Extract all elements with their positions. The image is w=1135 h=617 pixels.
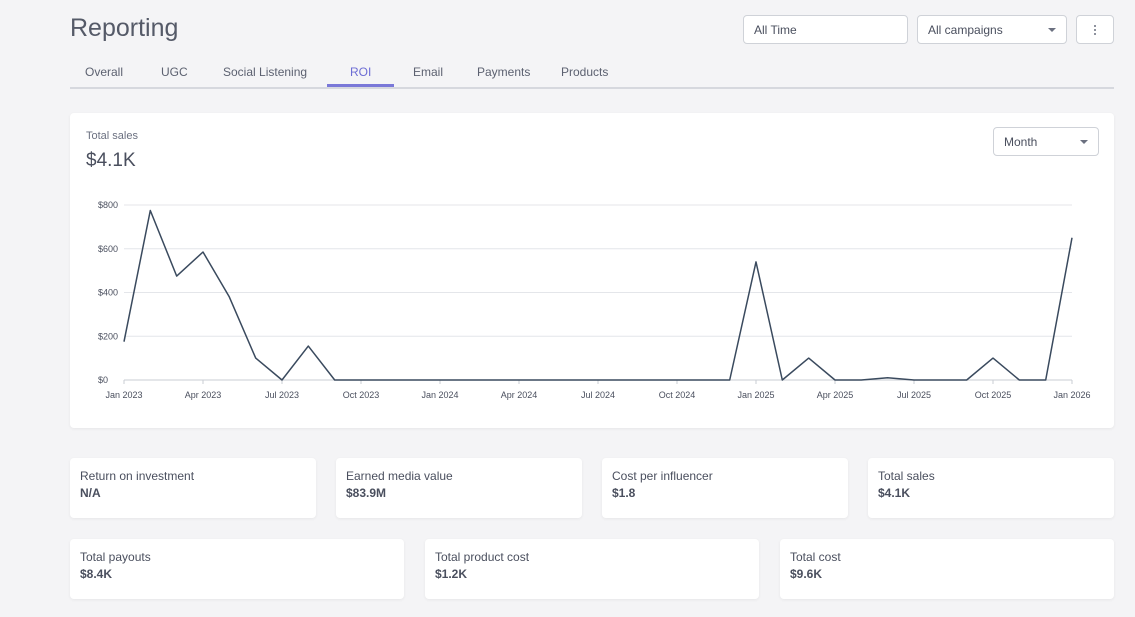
- metric-value: $1.2K: [435, 567, 468, 581]
- caret-down-icon: [1080, 139, 1088, 144]
- metric-value: $8.4K: [80, 567, 113, 581]
- y-tick-label: $400: [98, 288, 118, 298]
- metric-value: $1.8: [612, 486, 636, 500]
- caret-down-icon: [1048, 27, 1056, 32]
- tab-ugc[interactable]: UGC: [161, 65, 188, 79]
- tab-overall[interactable]: Overall: [85, 65, 124, 79]
- x-tick-label: Oct 2023: [343, 390, 380, 400]
- x-tick-label: Apr 2025: [817, 390, 854, 400]
- tab-social-listening[interactable]: Social Listening: [223, 65, 308, 79]
- campaign-filter-value: All campaigns: [928, 22, 1003, 37]
- x-tick-label: Jul 2024: [581, 390, 615, 400]
- tab-roi[interactable]: ROI: [350, 65, 372, 79]
- x-tick-label: Jan 2025: [737, 390, 774, 400]
- metric-label: Total payouts: [80, 550, 151, 564]
- metric-value: $4.1K: [878, 486, 911, 500]
- time-filter-input[interactable]: All Time: [743, 15, 908, 44]
- y-tick-label: $600: [98, 244, 118, 254]
- metric-label: Return on investment: [80, 469, 195, 483]
- metric-card-total-sales: Total sales $4.1K: [868, 458, 1114, 518]
- report-tabs: Overall UGC Social Listening ROI Email P…: [70, 58, 1114, 89]
- tab-products[interactable]: Products: [561, 65, 609, 79]
- x-tick-label: Jan 2024: [421, 390, 458, 400]
- metric-card-roi: Return on investment N/A: [70, 458, 316, 518]
- metric-card-total-payouts: Total payouts $8.4K: [70, 539, 404, 599]
- metric-value: N/A: [80, 486, 101, 500]
- metric-label: Cost per influencer: [612, 469, 713, 483]
- chart-card-value: $4.1K: [86, 150, 136, 171]
- metric-card-total-cost: Total cost $9.6K: [780, 539, 1114, 599]
- time-filter-value: All Time: [754, 22, 797, 37]
- total-sales-chart-card: Total sales $4.1K Month $0 $200 $400 $600 $8…: [70, 113, 1114, 428]
- metric-value: $83.9M: [346, 486, 387, 500]
- x-tick-label: Apr 2024: [501, 390, 538, 400]
- chart-card-label: Total sales: [86, 130, 138, 142]
- sales-line-chart: $0 $200 $400 $600 $800 Jan 2023 Apr 2023 Jul 2…: [98, 200, 1091, 400]
- y-tick-label: $200: [98, 331, 118, 341]
- sales-series-line: [123, 209, 1073, 381]
- x-tick-label: Jul 2023: [265, 390, 299, 400]
- period-select-value: Month: [1004, 134, 1038, 149]
- active-tab-indicator: [327, 84, 394, 87]
- tab-payments[interactable]: Payments: [477, 65, 531, 79]
- metric-card-total-product-cost: Total product cost $1.2K: [425, 539, 759, 599]
- metric-label: Earned media value: [346, 469, 453, 483]
- y-tick-label: $0: [98, 375, 108, 385]
- y-tick-label: $800: [98, 200, 118, 210]
- x-tick-label: Jan 2026: [1053, 390, 1090, 400]
- period-select[interactable]: Month: [993, 127, 1099, 156]
- x-tick-label: Oct 2024: [659, 390, 696, 400]
- page-title: Reporting: [70, 14, 179, 42]
- metric-label: Total cost: [790, 550, 841, 564]
- metric-label: Total product cost: [435, 550, 530, 564]
- metric-card-cost-per-influencer: Cost per influencer $1.8: [602, 458, 848, 518]
- metric-value: $9.6K: [790, 567, 823, 581]
- vertical-dots-icon: [1094, 24, 1096, 35]
- x-tick-label: Apr 2023: [185, 390, 222, 400]
- more-options-button[interactable]: [1076, 15, 1114, 44]
- campaign-filter-select[interactable]: All campaigns: [917, 15, 1067, 44]
- x-tick-label: Jul 2025: [897, 390, 931, 400]
- x-tick-label: Jan 2023: [105, 390, 142, 400]
- metric-card-earned-media-value: Earned media value $83.9M: [336, 458, 582, 518]
- tab-email[interactable]: Email: [413, 65, 444, 79]
- x-tick-label: Oct 2025: [975, 390, 1012, 400]
- metric-label: Total sales: [878, 469, 935, 483]
